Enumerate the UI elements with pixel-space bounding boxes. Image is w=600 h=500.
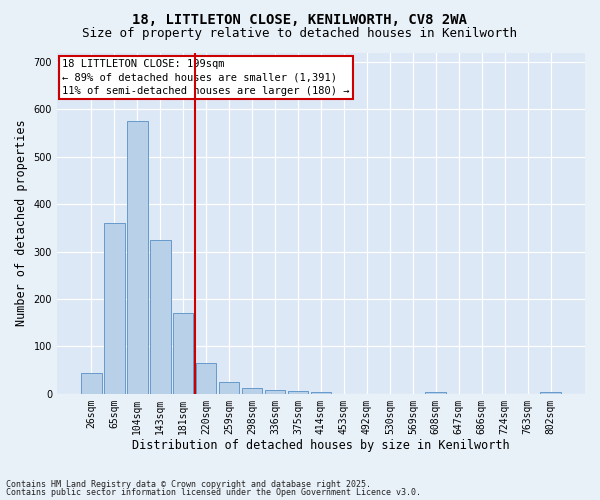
Text: Size of property relative to detached houses in Kenilworth: Size of property relative to detached ho… xyxy=(83,26,517,40)
Bar xyxy=(425,392,446,394)
Text: 18 LITTLETON CLOSE: 199sqm
← 89% of detached houses are smaller (1,391)
11% of s: 18 LITTLETON CLOSE: 199sqm ← 89% of deta… xyxy=(62,60,350,96)
Bar xyxy=(104,223,125,394)
Text: Contains public sector information licensed under the Open Government Licence v3: Contains public sector information licen… xyxy=(6,488,421,497)
X-axis label: Distribution of detached houses by size in Kenilworth: Distribution of detached houses by size … xyxy=(132,440,510,452)
Bar xyxy=(196,363,217,394)
Bar xyxy=(150,240,170,394)
Bar xyxy=(242,388,262,394)
Bar xyxy=(265,390,286,394)
Text: Contains HM Land Registry data © Crown copyright and database right 2025.: Contains HM Land Registry data © Crown c… xyxy=(6,480,371,489)
Bar xyxy=(311,392,331,394)
Bar xyxy=(541,392,561,394)
Bar xyxy=(287,392,308,394)
Bar xyxy=(81,372,101,394)
Bar xyxy=(219,382,239,394)
Text: 18, LITTLETON CLOSE, KENILWORTH, CV8 2WA: 18, LITTLETON CLOSE, KENILWORTH, CV8 2WA xyxy=(133,12,467,26)
Y-axis label: Number of detached properties: Number of detached properties xyxy=(15,120,28,326)
Bar xyxy=(127,121,148,394)
Bar xyxy=(173,313,193,394)
